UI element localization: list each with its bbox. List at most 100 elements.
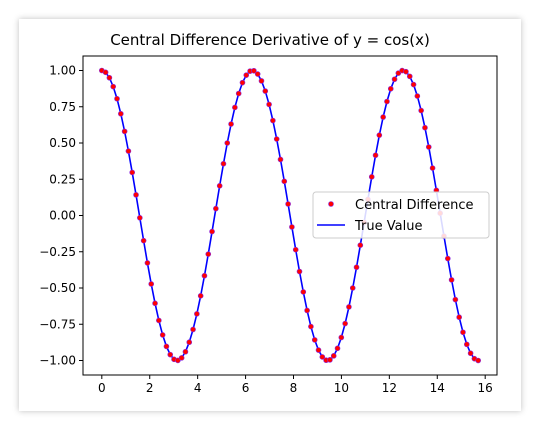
data-point-central-difference: [342, 320, 348, 327]
data-point-central-difference: [262, 88, 269, 94]
data-point-central-difference: [178, 355, 185, 361]
legend: Central Difference True Value: [312, 191, 490, 239]
data-point-central-difference: [387, 85, 394, 92]
data-point-central-difference: [353, 264, 360, 271]
data-point-central-difference: [251, 67, 257, 74]
data-point-central-difference: [205, 251, 212, 257]
data-point-central-difference: [308, 323, 314, 330]
data-point-central-difference: [201, 272, 208, 279]
chart-figure: Central Difference Derivative of y = cos…: [19, 19, 521, 411]
data-point-central-difference: [163, 343, 170, 350]
data-point-central-difference: [167, 351, 174, 358]
legend-label-true-value: True Value: [354, 219, 422, 234]
data-point-central-difference: [292, 246, 299, 253]
data-point-central-difference: [463, 341, 470, 348]
x-axis: 0 2 4 6 8 10 12 14 16: [98, 375, 493, 395]
data-point-central-difference: [300, 289, 307, 295]
x-tick-label: 16: [478, 381, 493, 395]
data-point-central-difference: [406, 73, 413, 80]
x-tick-label: 10: [334, 381, 349, 395]
data-point-central-difference: [216, 183, 223, 189]
data-point-central-difference: [330, 353, 337, 359]
data-point-central-difference: [194, 311, 200, 317]
x-tick-label: 0: [98, 381, 106, 395]
data-point-central-difference: [110, 83, 117, 90]
data-point-central-difference: [125, 148, 132, 154]
data-point-central-difference: [121, 128, 128, 135]
data-point-central-difference: [106, 74, 113, 81]
series-line-true-value: [101, 69, 479, 362]
data-point-central-difference: [133, 192, 139, 198]
data-point-central-difference: [315, 347, 322, 353]
data-point-central-difference: [418, 107, 424, 114]
data-point-central-difference: [159, 332, 166, 338]
data-point-central-difference: [429, 165, 436, 171]
data-point-central-difference: [376, 132, 383, 138]
y-tick-label: −0.25: [39, 245, 76, 259]
data-point-central-difference: [129, 169, 136, 176]
data-point-central-difference: [349, 285, 356, 291]
data-point-central-difference: [296, 268, 303, 275]
data-point-central-difference: [156, 317, 162, 324]
data-point-central-difference: [137, 215, 143, 221]
y-tick-label: 0.00: [49, 209, 76, 223]
x-tick-label: 14: [430, 381, 445, 395]
data-point-central-difference: [102, 69, 109, 76]
data-point-central-difference: [266, 101, 272, 108]
data-point-central-difference: [338, 334, 345, 341]
series-points-central-difference: [99, 67, 481, 364]
data-point-central-difference: [118, 110, 124, 117]
x-tick-label: 12: [382, 381, 397, 395]
y-tick-label: 0.25: [49, 172, 76, 186]
data-point-central-difference: [304, 307, 310, 314]
data-point-central-difference: [448, 277, 455, 283]
y-tick-label: 0.75: [49, 100, 76, 114]
x-tick-label: 2: [146, 381, 154, 395]
data-point-central-difference: [285, 201, 291, 207]
data-point-central-difference: [460, 329, 466, 336]
data-point-central-difference: [190, 326, 196, 333]
data-point-central-difference: [148, 281, 155, 287]
data-point-central-difference: [425, 144, 432, 150]
data-point-central-difference: [384, 98, 390, 105]
data-point-central-difference: [357, 242, 364, 248]
data-point-central-difference: [475, 357, 481, 364]
data-point-central-difference: [186, 339, 193, 346]
data-point-central-difference: [213, 205, 219, 212]
data-point-central-difference: [224, 140, 231, 146]
data-point-central-difference: [182, 348, 189, 355]
y-tick-label: −0.75: [39, 317, 76, 331]
data-point-central-difference: [391, 76, 398, 83]
y-tick-label: 1.00: [49, 64, 76, 78]
data-point-central-difference: [254, 71, 261, 77]
y-axis: 1.00 0.75 0.50 0.25 0.00 −0.25 −0.50 −0.75 −1.00: [39, 64, 83, 368]
chart-title: Central Difference Derivative of y = cos…: [110, 31, 430, 49]
data-point-central-difference: [452, 296, 459, 303]
data-point-central-difference: [311, 337, 318, 343]
data-point-central-difference: [319, 354, 326, 360]
data-point-central-difference: [197, 293, 204, 299]
data-point-central-difference: [403, 68, 409, 75]
data-point-central-difference: [239, 79, 246, 86]
data-point-central-difference: [410, 81, 417, 88]
data-point-central-difference: [289, 224, 295, 230]
data-point-central-difference: [334, 345, 341, 352]
plot-content: [99, 67, 481, 364]
data-point-central-difference: [273, 136, 280, 142]
x-tick-label: 4: [194, 381, 202, 395]
data-point-central-difference: [444, 255, 451, 262]
data-point-central-difference: [368, 174, 375, 180]
data-point-central-difference: [346, 304, 352, 310]
data-point-central-difference: [140, 237, 147, 244]
data-point-central-difference: [395, 70, 402, 76]
data-point-central-difference: [175, 357, 181, 364]
data-point-central-difference: [232, 104, 238, 111]
chart-svg: Central Difference Derivative of y = cos…: [39, 31, 498, 395]
data-point-central-difference: [277, 156, 284, 163]
data-point-central-difference: [114, 95, 120, 102]
x-tick-label: 6: [242, 381, 250, 395]
data-point-central-difference: [220, 160, 227, 167]
y-tick-label: −0.50: [39, 281, 76, 295]
data-point-central-difference: [209, 228, 215, 235]
data-point-central-difference: [414, 93, 421, 99]
